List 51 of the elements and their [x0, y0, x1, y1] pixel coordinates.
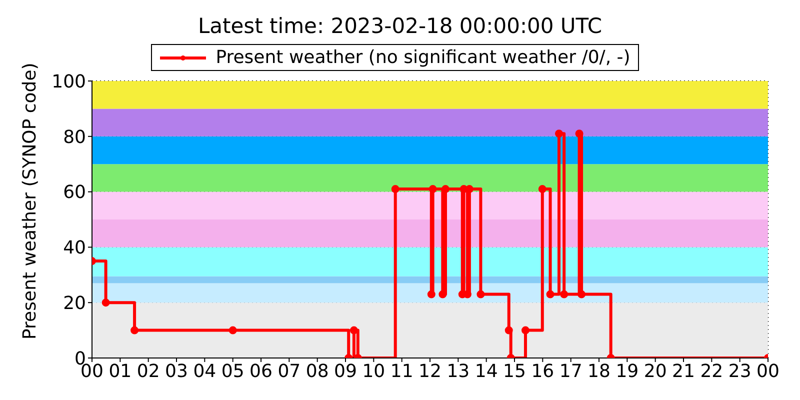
- point: [102, 298, 110, 307]
- point: [228, 326, 237, 334]
- point: [578, 290, 586, 298]
- point: [428, 185, 437, 194]
- x-tick-label: 20: [644, 360, 667, 382]
- x-tick-label: 14: [474, 360, 498, 382]
- x-tick-label: 18: [588, 360, 610, 382]
- x-tick-label: 01: [108, 360, 132, 382]
- point: [504, 326, 513, 334]
- x-tick-label: 10: [362, 360, 386, 382]
- x-tick-label: 02: [136, 360, 160, 382]
- x-tick-label: 05: [221, 360, 244, 382]
- x-tick-label: 04: [193, 360, 216, 382]
- x-tick-label: 23: [728, 360, 752, 382]
- x-tick-label: 19: [616, 360, 639, 382]
- chart-title: Latest time: 2023-02-18 00:00:00 UTC: [196, 14, 604, 40]
- x-tick-label: 07: [278, 360, 301, 382]
- x-tick-label: 06: [250, 360, 272, 382]
- point: [521, 326, 530, 334]
- point: [476, 290, 485, 298]
- y-tick-label: 40: [63, 238, 86, 259]
- point: [441, 185, 450, 194]
- x-tick-label: 09: [334, 360, 357, 382]
- x-tick-label: 11: [390, 360, 414, 382]
- point: [130, 326, 139, 334]
- point: [555, 130, 564, 138]
- point: [538, 185, 546, 194]
- x-tick-label: 03: [165, 360, 188, 382]
- x-tick-label: 15: [503, 360, 526, 382]
- x-tick-label: 21: [672, 360, 695, 382]
- point: [391, 185, 400, 194]
- y-tick-label: 80: [63, 126, 86, 148]
- x-tick-label: 08: [306, 360, 329, 382]
- y-tick-label: 20: [63, 292, 86, 314]
- y-axis-title: Present weather (SYNOP code): [19, 62, 40, 340]
- y-tick-label: 60: [63, 182, 86, 204]
- point: [546, 290, 554, 298]
- x-tick-label: 00: [756, 360, 780, 382]
- point: [438, 290, 447, 298]
- x-tick-label: 12: [418, 360, 442, 382]
- point: [575, 130, 584, 138]
- x-tick-label: 17: [559, 360, 582, 382]
- y-tick-label: 100: [52, 71, 86, 92]
- legend-label: Present weather (no significant weather /0/, -): [216, 47, 630, 68]
- point: [350, 326, 358, 334]
- point: [460, 185, 468, 194]
- x-tick-label: 13: [446, 360, 470, 382]
- x-tick-label: 22: [700, 360, 724, 382]
- x-tick-label: 16: [531, 360, 554, 382]
- point: [560, 290, 568, 298]
- point: [427, 290, 436, 298]
